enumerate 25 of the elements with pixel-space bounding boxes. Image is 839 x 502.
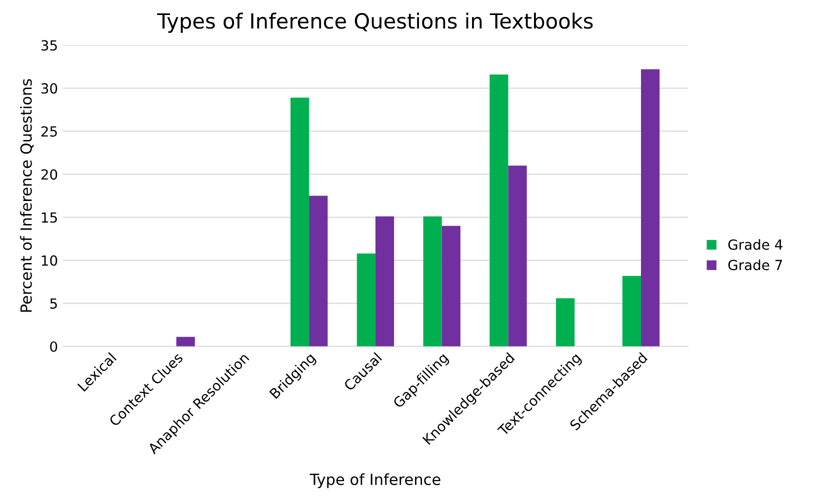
bar	[356, 253, 376, 346]
legend-label: Grade 4	[728, 239, 782, 250]
bar	[375, 216, 394, 346]
bar	[309, 196, 328, 346]
bar	[640, 69, 660, 346]
chart-title: Types of Inference Questions in Textbooks	[157, 12, 593, 33]
y-tick-label: 10	[42, 255, 58, 266]
bar	[423, 216, 442, 346]
y-tick-label: 25	[41, 126, 57, 137]
y-axis-title: Percent of Inference Questions	[20, 79, 34, 312]
bar	[490, 74, 508, 346]
y-tick-label: 35	[41, 40, 57, 51]
bar	[622, 276, 641, 346]
bar	[556, 298, 575, 346]
y-tick-label: 30	[41, 83, 58, 94]
y-tick-label: 0	[50, 341, 58, 352]
bar	[290, 98, 310, 346]
y-tick-label: 20	[41, 169, 58, 180]
bar	[442, 226, 460, 346]
y-tick-label: 5	[50, 298, 57, 309]
legend-label: Grade 7	[728, 259, 782, 270]
y-tick-label: 15	[42, 212, 57, 223]
bar	[508, 166, 527, 346]
bar	[176, 336, 195, 346]
x-axis-title: Type of Inference	[310, 473, 440, 488]
